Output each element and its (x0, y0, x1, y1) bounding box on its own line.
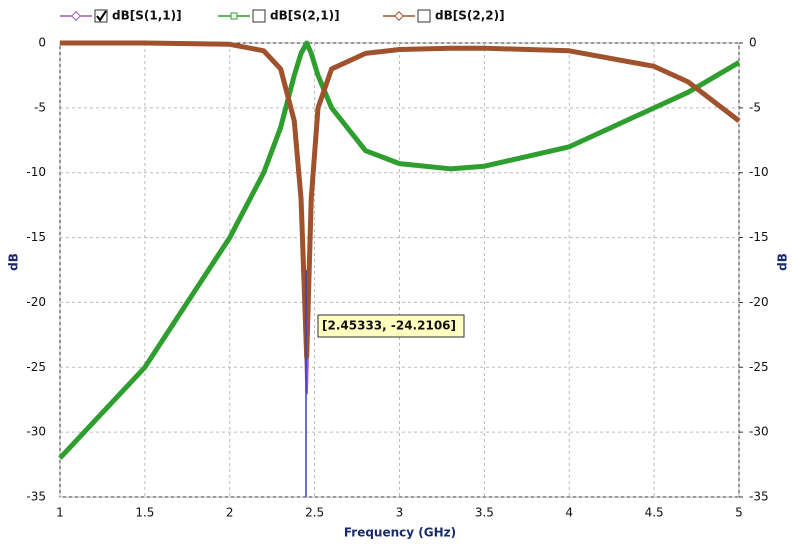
x-tick-label: 5 (735, 506, 743, 520)
y2-axis-label: dB (776, 253, 790, 271)
x-tick-label: 1.5 (135, 506, 154, 520)
series-line (60, 40, 741, 360)
y2-tick-label: -30 (749, 425, 769, 439)
y-tick-label: -10 (26, 165, 46, 179)
legend-checkbox (417, 9, 431, 23)
x-tick-label: 3 (396, 506, 404, 520)
legend-check (96, 10, 107, 22)
legend-marker (71, 11, 81, 21)
legend-checkbox (252, 9, 266, 23)
y-tick-label: -30 (26, 425, 46, 439)
x-tick-label: 3.5 (475, 506, 494, 520)
legend: dB[S(1,1)] dB[S(2,1)] dB[S(2,2)] (60, 9, 505, 23)
x-tick-label: 2 (226, 506, 234, 520)
legend-label: dB[S(2,2)] (435, 9, 505, 23)
series-line (58, 40, 741, 460)
legend-marker (394, 11, 404, 21)
x-tick-label: 4 (565, 506, 573, 520)
y2-tick-label: -15 (749, 230, 769, 244)
y2-tick-label: 0 (749, 36, 757, 50)
y-tick-label: -35 (26, 490, 46, 504)
y-tick-label: -15 (26, 230, 46, 244)
y-axis-label: dB (7, 253, 21, 271)
legend-label: dB[S(1,1)] (112, 9, 182, 23)
legend-marker (230, 12, 238, 20)
y2-tick-label: -10 (749, 165, 769, 179)
y2-tick-label: -20 (749, 295, 769, 309)
y2-tick-label: -5 (749, 100, 761, 114)
y-tick-label: -20 (26, 295, 46, 309)
annotation: [2.45333, -24.2106] (322, 319, 456, 333)
y-tick-label: -25 (26, 360, 46, 374)
y-tick-label: -5 (34, 100, 46, 114)
y2-tick-label: -25 (749, 360, 769, 374)
legend-label: dB[S(2,1)] (270, 9, 340, 23)
x-tick-label: 2.5 (305, 506, 324, 520)
annotation-box (317, 314, 465, 338)
x-tick-label: 4.5 (645, 506, 664, 520)
x-tick-label: 1 (56, 506, 64, 520)
y-tick-label: 0 (38, 36, 46, 50)
x-axis-label: Frequency (GHz) (344, 526, 456, 540)
y2-tick-label: -35 (749, 490, 769, 504)
